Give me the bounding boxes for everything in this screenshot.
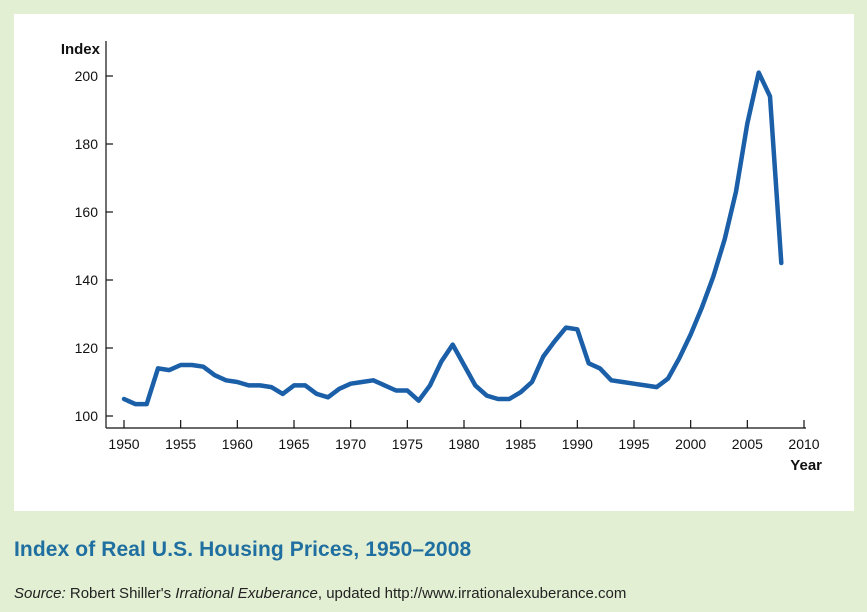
source-citation: Source: Robert Shiller's Irrational Exub… (14, 585, 626, 602)
x-tick-label: 1960 (222, 436, 253, 452)
x-tick-label: 1985 (505, 436, 536, 452)
y-tick-label: 100 (75, 408, 99, 424)
x-tick-label: 1955 (165, 436, 196, 452)
x-tick-label: 2005 (732, 436, 763, 452)
source-text-post: , updated http://www.irrationalexuberanc… (317, 585, 627, 602)
x-tick-label: 1965 (278, 436, 309, 452)
y-tick-label: 140 (75, 272, 99, 288)
y-tick-label: 200 (75, 68, 99, 84)
y-tick-label: 120 (75, 340, 99, 356)
plot-panel: 100 120 140 160 180 200 1950 1955 1960 1965 1970 19… (14, 14, 854, 511)
x-tick-label: 1980 (448, 436, 479, 452)
x-axis-title: Year (790, 457, 822, 474)
source-book-title: Irrational Exuberance (175, 585, 318, 602)
line-chart: 100 120 140 160 180 200 1950 1955 1960 1965 1970 19… (61, 41, 822, 474)
y-tick-label: 160 (75, 204, 99, 220)
x-tick-label: 1995 (618, 436, 649, 452)
y-axis-title: Index (61, 41, 101, 58)
x-tick-label: 2000 (675, 436, 706, 452)
y-tick-label: 180 (75, 136, 99, 152)
x-tick-label: 2010 (788, 436, 819, 452)
axes: 100 120 140 160 180 200 1950 1955 1960 1965 1970 19… (75, 41, 820, 452)
source-label: Source: (14, 585, 66, 602)
chart-caption-title: Index of Real U.S. Housing Prices, 1950–… (14, 538, 472, 561)
source-text-pre: Robert Shiller's (65, 585, 176, 602)
axis-labels: Index Year (61, 41, 822, 474)
x-tick-label: 1975 (392, 436, 423, 452)
series-layer (121, 70, 784, 407)
x-tick-label: 1970 (335, 436, 366, 452)
x-tick-label: 1950 (108, 436, 139, 452)
x-tick-label: 1990 (562, 436, 593, 452)
series-line-0 (121, 70, 784, 407)
